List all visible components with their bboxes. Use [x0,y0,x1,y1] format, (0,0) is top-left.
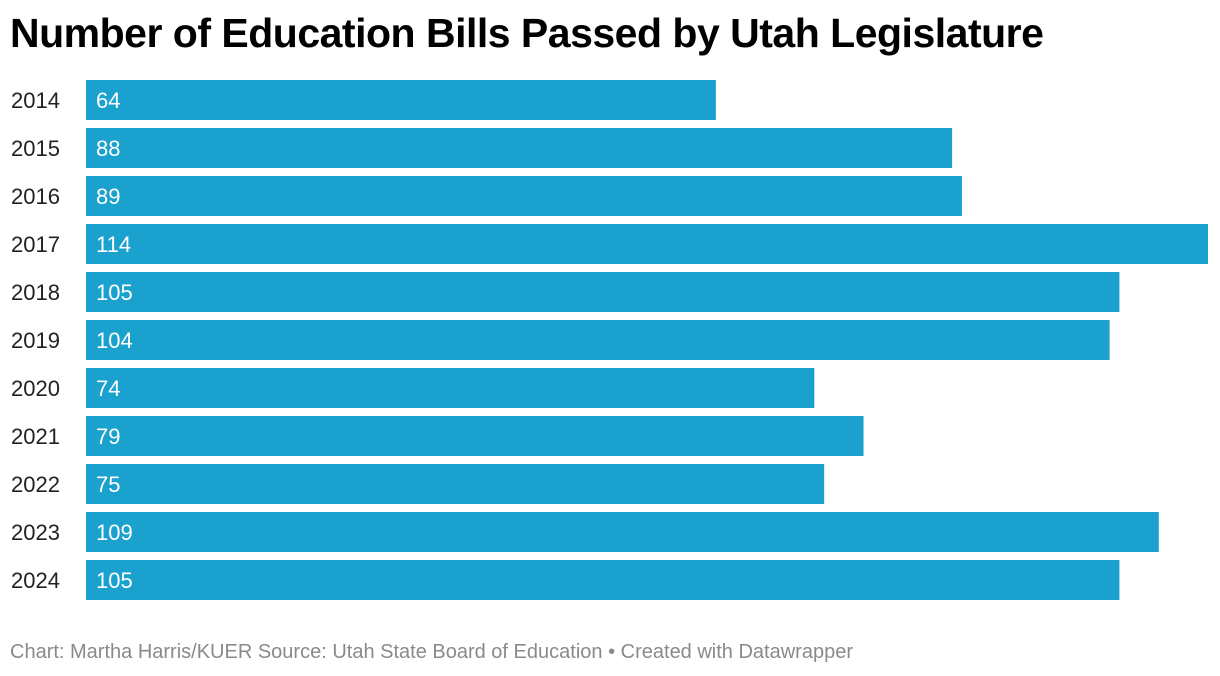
value-label: 105 [96,568,133,593]
bar [86,128,953,168]
bar [86,272,1120,312]
bar-row-2023: 2023 109 [11,512,1159,552]
value-label: 105 [96,280,133,305]
value-label: 88 [96,136,120,161]
bar-row-2020: 2020 74 [11,368,815,408]
value-label: 64 [96,88,120,113]
value-label: 79 [96,424,120,449]
value-label: 104 [96,328,133,353]
footer-separator: • [608,641,616,663]
bar-row-2018: 2018 105 [11,272,1120,312]
footer-credit: Chart: Martha Harris/KUER [10,641,253,663]
bar-row-2017: 2017 114 [11,224,1208,264]
category-label: 2018 [11,280,60,305]
footer-source: Source: Utah State Board of Education [257,641,603,663]
category-label: 2023 [11,520,60,545]
bar-row-2019: 2019 104 [11,320,1110,360]
bar-row-2022: 2022 75 [11,464,825,504]
value-label: 74 [96,376,120,401]
bar [86,416,864,456]
category-label: 2021 [11,424,60,449]
bar [86,512,1159,552]
value-label: 89 [96,184,120,209]
category-label: 2015 [11,136,60,161]
chart-footer: Chart: Martha Harris/KUER Source: Utah S… [10,641,853,664]
bar [86,560,1120,600]
category-label: 2022 [11,472,60,497]
value-label: 75 [96,472,120,497]
value-label: 114 [96,232,131,257]
bar-row-2016: 2016 89 [11,176,962,216]
category-label: 2016 [11,184,60,209]
category-label: 2014 [11,88,60,113]
bar-row-2024: 2024 105 [11,560,1120,600]
bar [86,80,716,120]
chart-title: Number of Education Bills Passed by Utah… [10,10,1044,56]
bar [86,224,1208,264]
bar [86,368,815,408]
value-label: 109 [96,520,133,545]
bar [86,176,962,216]
bar-row-2021: 2021 79 [11,416,864,456]
category-label: 2024 [11,568,60,593]
bar [86,464,825,504]
category-label: 2020 [11,376,60,401]
bar-row-2014: 2014 64 [11,80,716,120]
category-label: 2017 [11,232,60,257]
category-label: 2019 [11,328,60,353]
bar [86,320,1110,360]
bar-row-2015: 2015 88 [11,128,953,168]
footer-created-with: Created with Datawrapper [620,641,853,663]
